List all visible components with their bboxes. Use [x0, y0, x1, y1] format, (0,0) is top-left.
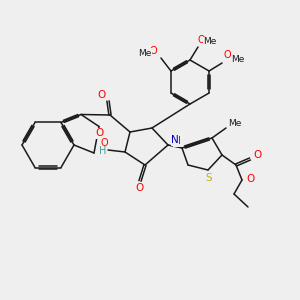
Text: O: O — [223, 50, 231, 60]
Text: Me: Me — [203, 38, 217, 46]
Text: O: O — [246, 174, 254, 184]
Text: H: H — [99, 146, 107, 156]
Text: O: O — [253, 150, 261, 160]
Text: N: N — [171, 135, 179, 145]
Text: O: O — [135, 183, 143, 193]
Text: O: O — [97, 90, 105, 100]
Text: O: O — [96, 128, 104, 139]
Text: Me: Me — [231, 55, 245, 64]
Text: Me: Me — [228, 119, 242, 128]
Text: O: O — [149, 46, 157, 56]
Text: N: N — [173, 136, 181, 146]
Text: Me: Me — [138, 49, 152, 58]
Text: S: S — [206, 173, 212, 183]
Text: O: O — [197, 35, 205, 45]
Text: O: O — [100, 138, 108, 148]
